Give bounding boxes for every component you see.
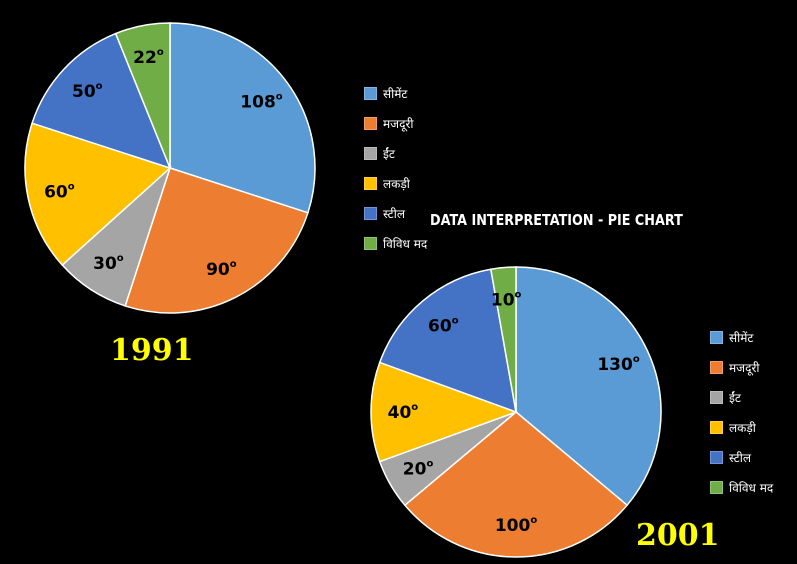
legend-swatch [710, 420, 723, 434]
legend-label: लकड़ी [729, 420, 756, 435]
legend-item: मजदूरी [364, 108, 427, 138]
legend-label: विविध मद [729, 480, 774, 495]
legend-label: सीमेंट [383, 86, 408, 101]
legend-swatch [364, 146, 377, 160]
pie-slice-2001-4 [378, 268, 517, 414]
slice-value-label-1991-1: 90o [206, 259, 237, 280]
slice-value-label-1991-4: 50o [72, 81, 103, 102]
legend-label: स्टील [729, 450, 751, 465]
slice-value-label-1991-2: 30o [93, 253, 124, 274]
legend-2001: सीमेंट मजदूरी ईंट लकड़ी स्टील विविध मद [710, 322, 773, 502]
legend-item: विविध मद [364, 228, 427, 258]
legend-item: ईंट [364, 138, 427, 168]
legend-swatch [710, 480, 723, 494]
legend-label: स्टील [383, 206, 405, 221]
pie-slice-2001-1 [403, 411, 629, 558]
pie-slice-1991-1 [124, 167, 309, 314]
year-1991-label: 1991 [110, 333, 194, 368]
pie-slice-1991-5 [114, 22, 171, 169]
legend-swatch [710, 360, 723, 374]
slice-value-label-2001-5: 10o [491, 289, 522, 310]
legend-item: मजदूरी [710, 352, 773, 382]
legend-item: ईंट [710, 382, 773, 412]
slice-value-label-1991-0: 108o [240, 92, 283, 113]
pie-slice-2001-0 [515, 266, 662, 507]
pie-slice-2001-3 [370, 361, 519, 463]
slice-value-label-2001-1: 100o [495, 515, 538, 536]
legend-item: विविध मद [710, 472, 773, 502]
pie-slice-1991-3 [24, 122, 172, 267]
legend-label: लकड़ी [383, 176, 410, 191]
legend-label: सीमेंट [729, 330, 754, 345]
legend-label: मजदूरी [729, 360, 760, 375]
pie-slice-1991-0 [169, 22, 316, 214]
legend-swatch [364, 176, 377, 190]
legend-swatch [710, 330, 723, 344]
slice-value-label-2001-0: 130o [597, 354, 640, 375]
legend-item: स्टील [364, 198, 427, 228]
slice-value-label-1991-3: 60o [44, 182, 75, 203]
legend-item: लकड़ी [364, 168, 427, 198]
slice-value-label-2001-2: 20o [403, 459, 434, 480]
legend-item: स्टील [710, 442, 773, 472]
legend-swatch [710, 450, 723, 464]
legend-item: सीमेंट [710, 322, 773, 352]
legend-swatch [364, 86, 377, 100]
pie-slice-2001-5 [489, 266, 517, 413]
legend-swatch [364, 236, 377, 250]
pie-slice-1991-4 [31, 32, 172, 170]
legend-label: ईंट [729, 390, 741, 405]
legend-item: सीमेंट [364, 78, 427, 108]
legend-label: विविध मद [383, 236, 428, 251]
legend-label: मजदूरी [383, 116, 414, 131]
legend-label: ईंट [383, 146, 395, 161]
slice-value-label-1991-5: 22o [133, 47, 164, 68]
legend-swatch [364, 116, 377, 130]
legend-1991: सीमेंट मजदूरी ईंट लकड़ी स्टील विविध मद [364, 78, 427, 258]
legend-item: लकड़ी [710, 412, 773, 442]
slice-value-label-2001-3: 40o [388, 402, 419, 423]
chart-title: DATA INTERPRETATION - PIE CHART [430, 211, 683, 229]
year-2001-label: 2001 [636, 518, 720, 553]
legend-swatch [710, 390, 723, 404]
slice-value-label-2001-4: 60o [428, 315, 459, 336]
legend-swatch [364, 206, 377, 220]
